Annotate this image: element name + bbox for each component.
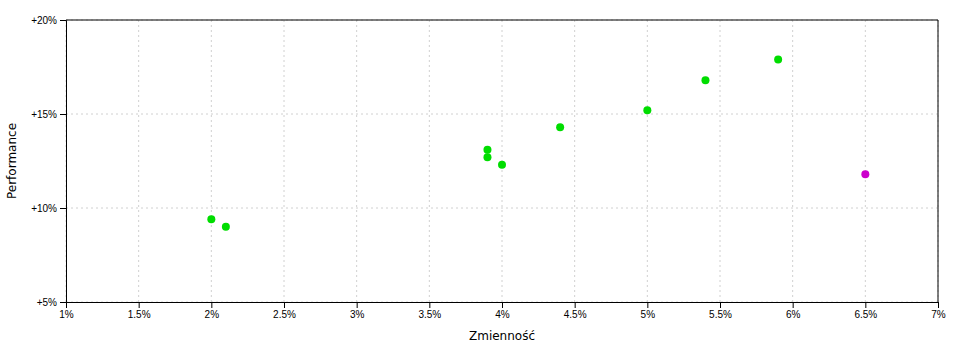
tick-mark xyxy=(938,302,939,308)
series xyxy=(207,55,782,230)
grid-line-x xyxy=(938,20,939,302)
grid-line-x xyxy=(138,20,139,302)
grid-line-x xyxy=(356,20,357,302)
tick: 5% xyxy=(641,302,656,320)
tick-mark xyxy=(357,302,358,308)
point xyxy=(861,170,869,178)
axis-line xyxy=(67,303,939,309)
point xyxy=(483,153,491,161)
tick-label: 2.5% xyxy=(273,309,296,320)
tick-label: 4% xyxy=(495,309,510,320)
tick: 1.5% xyxy=(128,302,151,320)
tick-label: 6.5% xyxy=(854,309,877,320)
grid-line-y xyxy=(66,20,938,21)
points xyxy=(207,55,869,230)
tick-mark xyxy=(60,20,66,21)
point xyxy=(701,76,709,84)
tick: +5% xyxy=(37,297,66,308)
tick-label: +10% xyxy=(31,203,57,214)
tick-mark xyxy=(502,302,503,308)
tick-label: +20% xyxy=(31,15,57,26)
point xyxy=(222,223,230,231)
tick-label: 4.5% xyxy=(564,309,587,320)
tick-mark xyxy=(647,302,648,308)
tick-mark xyxy=(139,302,140,308)
point xyxy=(207,215,215,223)
tick: +10% xyxy=(31,203,66,214)
tick: 6% xyxy=(786,302,801,320)
grid-line-y xyxy=(66,208,938,209)
tick: 6.5% xyxy=(854,302,877,320)
tick-label: 6% xyxy=(786,309,801,320)
tick: 7% xyxy=(931,302,946,320)
tick-mark xyxy=(60,114,66,115)
grid-line-x xyxy=(647,20,648,302)
y-axis: +5% +10% +15% +20% xyxy=(31,15,66,308)
frame xyxy=(66,20,938,21)
tick-mark xyxy=(720,302,721,308)
tick: 3% xyxy=(350,302,365,320)
tick-mark xyxy=(429,302,430,308)
x-axis: 1% 1.5% 2% 2.5% 3% 3.5% 4% 4.5% 5% 5.5% 6% 6.5% 7% xyxy=(59,302,946,320)
tick: 4% xyxy=(495,302,510,320)
tick-mark xyxy=(60,302,66,303)
tick-mark xyxy=(575,302,576,308)
tick: 2% xyxy=(205,302,220,320)
tick: 2.5% xyxy=(273,302,296,320)
grid-line-x xyxy=(865,20,866,302)
axis-line xyxy=(60,21,67,303)
grid-line-y xyxy=(66,114,938,115)
point xyxy=(483,146,491,154)
x-axis-title: Zmienność xyxy=(469,329,535,343)
point xyxy=(643,106,651,114)
tick-mark xyxy=(60,208,66,209)
grid-line-x xyxy=(720,20,721,302)
tick-label: 1.5% xyxy=(128,309,151,320)
series xyxy=(861,170,869,178)
y-axis-title: Performance xyxy=(5,123,19,199)
frame xyxy=(938,20,939,302)
tick-mark xyxy=(211,302,212,308)
chart: 1% 1.5% 2% 2.5% 3% 3.5% 4% 4.5% 5% 5.5% 6% 6.5% 7% +5… xyxy=(0,0,966,350)
tick: 1% xyxy=(59,302,74,320)
grid-line-x xyxy=(429,20,430,302)
tick: 5.5% xyxy=(709,302,732,320)
tick-label: 2% xyxy=(205,309,220,320)
tick: +15% xyxy=(31,109,66,120)
tick-label: 3.5% xyxy=(418,309,441,320)
tick-label: 3% xyxy=(350,309,365,320)
grid-line-x xyxy=(792,20,793,302)
tick-label: 1% xyxy=(59,309,74,320)
tick: +20% xyxy=(31,15,66,26)
tick-label: 7% xyxy=(931,309,946,320)
grid-line-x xyxy=(574,20,575,302)
plot: 1% 1.5% 2% 2.5% 3% 3.5% 4% 4.5% 5% 5.5% 6% 6.5% 7% +5… xyxy=(31,15,946,320)
tick-mark xyxy=(793,302,794,308)
grid-line-x xyxy=(284,20,285,302)
tick-mark xyxy=(284,302,285,308)
grid xyxy=(66,20,938,302)
tick-label: +5% xyxy=(37,297,57,308)
point xyxy=(774,55,782,63)
tick-label: 5% xyxy=(641,309,656,320)
tick: 4.5% xyxy=(564,302,587,320)
tick-label: +15% xyxy=(31,109,57,120)
tick-label: 5.5% xyxy=(709,309,732,320)
point xyxy=(556,123,564,131)
tick: 3.5% xyxy=(418,302,441,320)
grid-line-x xyxy=(211,20,212,302)
point xyxy=(498,161,506,169)
tick-mark xyxy=(865,302,866,308)
